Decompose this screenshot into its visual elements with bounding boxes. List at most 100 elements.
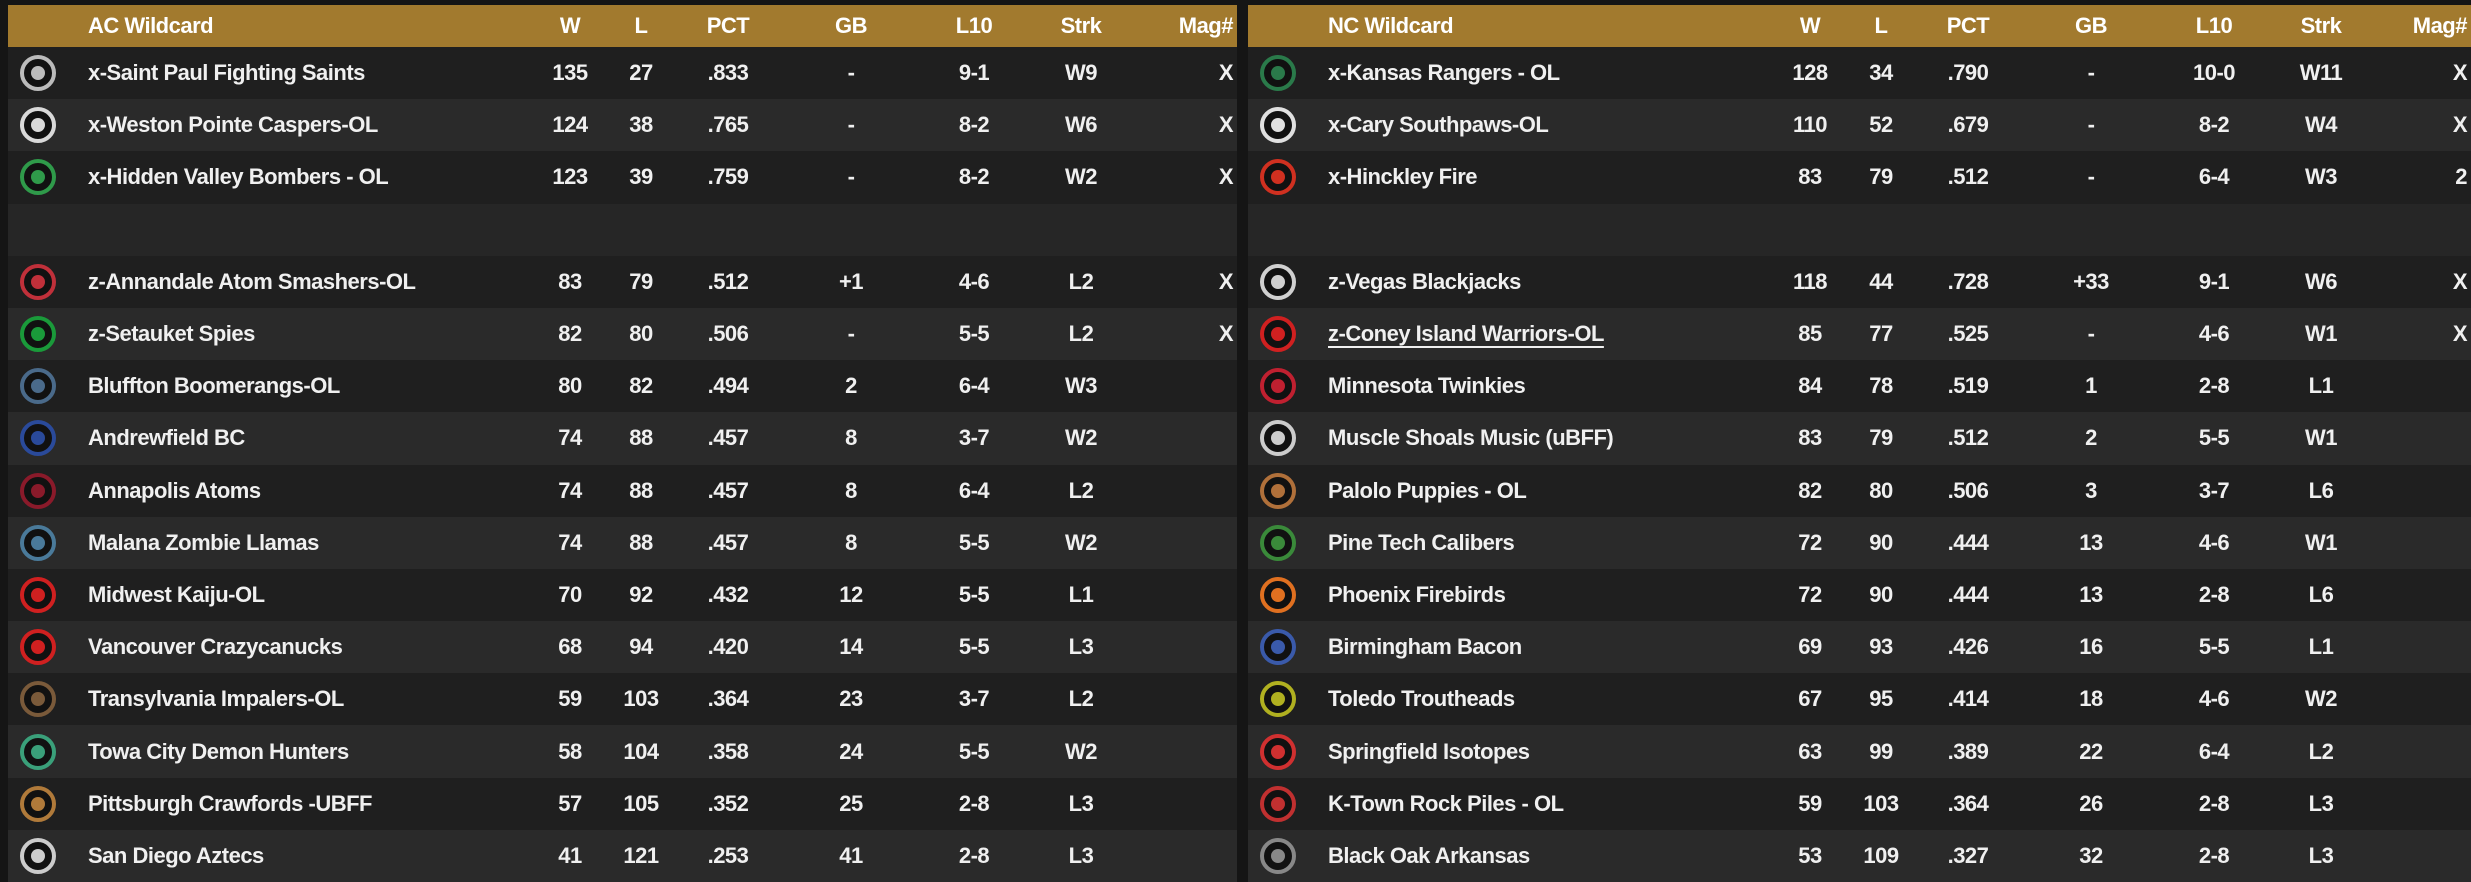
table-row[interactable]: Midwest Kaiju-OL 70 92 .432 12 5-5 L1 xyxy=(8,568,1237,622)
cell-l10: 9-1 xyxy=(958,60,990,86)
team-name-link[interactable]: Minnesota Twinkies xyxy=(1328,373,1526,399)
team-name-link[interactable]: Towa City Demon Hunters xyxy=(88,738,349,764)
table-row[interactable]: Bluffton Boomerangs-OL 80 82 .494 2 6-4 W3 xyxy=(8,360,1237,413)
team-name-link[interactable]: Bluffton Boomerangs-OL xyxy=(88,373,340,399)
team-name-link[interactable]: Pine Tech Calibers xyxy=(1328,529,1515,555)
team-name-link[interactable]: Palolo Puppies - OL xyxy=(1328,477,1527,503)
table-row[interactable]: Pittsburgh Crawfords -UBFF 57 105 .352 25 2-8… xyxy=(8,777,1237,830)
cell-gb: 13 xyxy=(2079,581,2103,607)
team-name-link[interactable]: Springfield Isotopes xyxy=(1328,738,1530,764)
column-header-gb[interactable]: GB xyxy=(2075,13,2108,38)
team-name-link[interactable]: Phoenix Firebirds xyxy=(1328,581,1506,607)
team-name-link[interactable]: x-Saint Paul Fighting Saints xyxy=(88,60,365,86)
table-row[interactable]: z-Setauket Spies 82 80 .506 - 5-5 L2 X xyxy=(8,307,1237,361)
team-name-link[interactable]: z-Coney Island Warriors-OL xyxy=(1328,321,1604,347)
table-row[interactable]: Andrewfield BC 74 88 .457 8 3-7 W2 xyxy=(8,412,1237,465)
team-name-link[interactable]: Midwest Kaiju-OL xyxy=(88,581,265,607)
team-name-link[interactable]: x-Hinckley Fire xyxy=(1328,164,1478,190)
team-name-link[interactable]: x-Weston Pointe Caspers-OL xyxy=(88,112,378,138)
team-name-link[interactable]: Vancouver Crazycanucks xyxy=(88,634,343,660)
cell-l10: 5-5 xyxy=(2198,425,2230,451)
table-row[interactable]: Pine Tech Calibers 72 90 .444 13 4-6 W1 xyxy=(1248,516,2471,569)
shield-logo-icon xyxy=(20,55,56,92)
team-name-link[interactable]: Black Oak Arkansas xyxy=(1328,842,1530,868)
team-name-link[interactable]: Malana Zombie Llamas xyxy=(88,529,319,555)
column-header-pct[interactable]: PCT xyxy=(1946,13,1990,38)
table-row[interactable]: San Diego Aztecs 41 121 .253 41 2-8 L3 xyxy=(8,829,1237,882)
column-header-gb[interactable]: GB xyxy=(835,13,868,38)
cell-l: 78 xyxy=(1869,373,1893,399)
table-row[interactable]: x-Cary Southpaws-OL 110 52 .679 - 8-2 W4 X xyxy=(1248,99,2471,152)
table-row[interactable]: x-Hidden Valley Bombers - OL 123 39 .759 - 8-… xyxy=(8,151,1237,204)
table-row[interactable]: Black Oak Arkansas 53 109 .327 32 2-8 L3 xyxy=(1248,829,2471,882)
cell-pct: .790 xyxy=(1947,60,1989,86)
table-row[interactable]: Muscle Shoals Music (uBFF) 83 79 .512 2 5-5 W1 xyxy=(1248,412,2471,465)
team-name-link[interactable]: K-Town Rock Piles - OL xyxy=(1328,790,1564,816)
table-row[interactable]: x-Saint Paul Fighting Saints 135 27 .833 - 9-… xyxy=(8,47,1237,100)
column-header-l[interactable]: L xyxy=(634,13,648,38)
table-row[interactable]: Toledo Troutheads 67 95 .414 18 4-6 W2 xyxy=(1248,673,2471,726)
column-header-l[interactable]: L xyxy=(1874,13,1888,38)
table-row[interactable]: Birmingham Bacon 69 93 .426 16 5-5 L1 xyxy=(1248,621,2471,674)
team-name-link[interactable]: Pittsburgh Crawfords -UBFF xyxy=(88,790,373,816)
table-row[interactable]: z-Annandale Atom Smashers-OL 83 79 .512 +1 4-… xyxy=(8,255,1237,308)
c-logo-icon xyxy=(1260,107,1296,144)
cell-pct: .765 xyxy=(707,112,749,138)
column-header-l10[interactable]: L10 xyxy=(955,13,993,38)
table-row[interactable]: Towa City Demon Hunters 58 104 .358 24 5-5 W2 xyxy=(8,725,1237,778)
cell-w: 59 xyxy=(558,686,582,712)
table-row[interactable]: z-Vegas Blackjacks 118 44 .728 +33 9-1 W6 X xyxy=(1248,255,2471,308)
divider-row xyxy=(1248,203,2471,256)
team-name-link[interactable]: Birmingham Bacon xyxy=(1328,634,1522,660)
cell-l10: 6-4 xyxy=(2198,738,2230,764)
table-row[interactable]: z-Coney Island Warriors-OL 85 77 .525 - 4-6 W1… xyxy=(1248,307,2471,361)
cell-l10: 2-8 xyxy=(2198,842,2230,868)
column-header-strk[interactable]: Strk xyxy=(2300,13,2342,38)
team-name-link[interactable]: Annapolis Atoms xyxy=(88,477,261,503)
team-name-link[interactable]: x-Cary Southpaws-OL xyxy=(1328,112,1549,138)
team-name-link[interactable]: z-Setauket Spies xyxy=(88,321,255,347)
table-row[interactable]: Minnesota Twinkies 84 78 .519 1 2-8 L1 xyxy=(1248,360,2471,413)
team-name-link[interactable]: z-Vegas Blackjacks xyxy=(1328,268,1521,294)
cell-pct: .512 xyxy=(707,268,749,294)
cell-mag: X xyxy=(1218,268,1234,294)
table-row[interactable]: Malana Zombie Llamas 74 88 .457 8 5-5 W2 xyxy=(8,516,1237,569)
cell-l10: 3-7 xyxy=(958,425,990,451)
cell-l: 44 xyxy=(1869,268,1893,294)
column-header-l10[interactable]: L10 xyxy=(2195,13,2233,38)
a-logo-icon xyxy=(20,420,56,457)
column-header-mag[interactable]: Mag# xyxy=(2412,13,2468,38)
column-header-pct[interactable]: PCT xyxy=(706,13,750,38)
team-name-link[interactable]: San Diego Aztecs xyxy=(88,842,264,868)
column-header-mag[interactable]: Mag# xyxy=(1178,13,1234,38)
table-row[interactable]: Springfield Isotopes 63 99 .389 22 6-4 L2 xyxy=(1248,725,2471,778)
table-row[interactable]: K-Town Rock Piles - OL 59 103 .364 26 2-8 L3 xyxy=(1248,777,2471,830)
team-name-link[interactable]: z-Annandale Atom Smashers-OL xyxy=(88,268,416,294)
cell-gb: 22 xyxy=(2079,738,2103,764)
table-row[interactable]: x-Weston Pointe Caspers-OL 124 38 .765 - 8-2 W… xyxy=(8,99,1237,152)
cell-l: 104 xyxy=(623,738,659,764)
skull-logo-icon xyxy=(20,368,56,405)
team-name-link[interactable]: Muscle Shoals Music (uBFF) xyxy=(1328,425,1614,451)
table-row[interactable]: Transylvania Impalers-OL 59 103 .364 23 3-7 L2 xyxy=(8,673,1237,726)
column-header-w[interactable]: W xyxy=(1799,13,1821,38)
cell-strk: L2 xyxy=(2308,738,2334,764)
team-name-link[interactable]: Transylvania Impalers-OL xyxy=(88,686,344,712)
table-row[interactable]: Phoenix Firebirds 72 90 .444 13 2-8 L6 xyxy=(1248,568,2471,622)
table-row[interactable]: Annapolis Atoms 74 88 .457 8 6-4 L2 xyxy=(8,464,1237,517)
cell-w: 41 xyxy=(558,842,582,868)
table-row[interactable]: Palolo Puppies - OL 82 80 .506 3 3-7 L6 xyxy=(1248,464,2471,517)
table-row[interactable]: x-Hinckley Fire 83 79 .512 - 6-4 W3 2 xyxy=(1248,151,2471,204)
team-name-link[interactable]: Andrewfield BC xyxy=(88,425,245,451)
team-name-link[interactable]: x-Hidden Valley Bombers - OL xyxy=(88,164,389,190)
cell-gb: 8 xyxy=(845,477,857,503)
column-header-w[interactable]: W xyxy=(559,13,581,38)
column-header-strk[interactable]: Strk xyxy=(1060,13,1102,38)
cell-w: 83 xyxy=(558,268,582,294)
table-row[interactable]: Vancouver Crazycanucks 68 94 .420 14 5-5 L3 xyxy=(8,621,1237,674)
team-name-link[interactable]: x-Kansas Rangers - OL xyxy=(1328,60,1560,86)
team-name-link[interactable]: Toledo Troutheads xyxy=(1328,686,1515,712)
cell-gb: - xyxy=(2087,60,2095,86)
table-row[interactable]: x-Kansas Rangers - OL 128 34 .790 - 10-0 W11 X xyxy=(1248,47,2471,100)
cell-strk: L6 xyxy=(2308,477,2334,503)
